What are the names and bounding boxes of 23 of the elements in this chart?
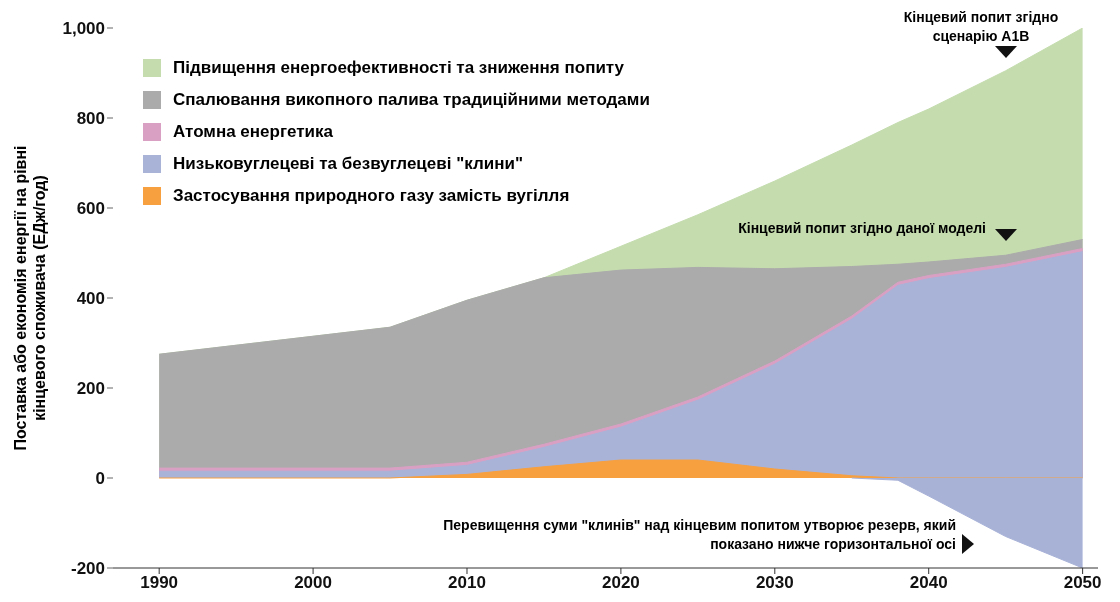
y-tick-label: 400 [76, 289, 105, 309]
annotation: Перевищення суми "клинів" над кінцевим попитом утворює резерв, який показано нижче горизонтальної осі [442, 516, 956, 554]
x-tick-label: 2000 [294, 573, 332, 593]
legend-label: Застосування природного газу замість вугілля [173, 186, 570, 206]
legend-label: Спалювання викопного палива традиційними методами [173, 90, 650, 110]
x-tick-label: 2020 [601, 573, 640, 593]
x-tick-label: 1990 [140, 573, 179, 593]
legend-label: Атомна енергетика [173, 122, 333, 142]
annotation: Кінцевий попит згідно даної моделі [737, 219, 986, 238]
legend-label: Підвищення енергоефективності та зниження попиту [173, 58, 625, 78]
annotation: Кінцевий попит згідно сценарію A1B [902, 8, 1060, 46]
y-tick-label: 200 [76, 379, 105, 399]
y-tick-label: -200 [70, 559, 105, 579]
y-tick-label: 1,000 [62, 19, 105, 39]
y-tick-label: 0 [95, 469, 105, 489]
x-tick-label: 2050 [1063, 573, 1102, 593]
x-tick-label: 2040 [909, 573, 948, 593]
y-tick-label: 800 [76, 109, 105, 129]
y-axis-title: Поставка або економія енергії на рівні кінцевого споживача (ЕДж/год) [11, 145, 49, 451]
legend-label: Низьковуглецеві та безвуглецеві "клини" [173, 154, 523, 174]
y-tick-label: 600 [76, 199, 105, 219]
x-tick-label: 2030 [755, 573, 794, 593]
x-tick-label: 2010 [448, 573, 486, 593]
